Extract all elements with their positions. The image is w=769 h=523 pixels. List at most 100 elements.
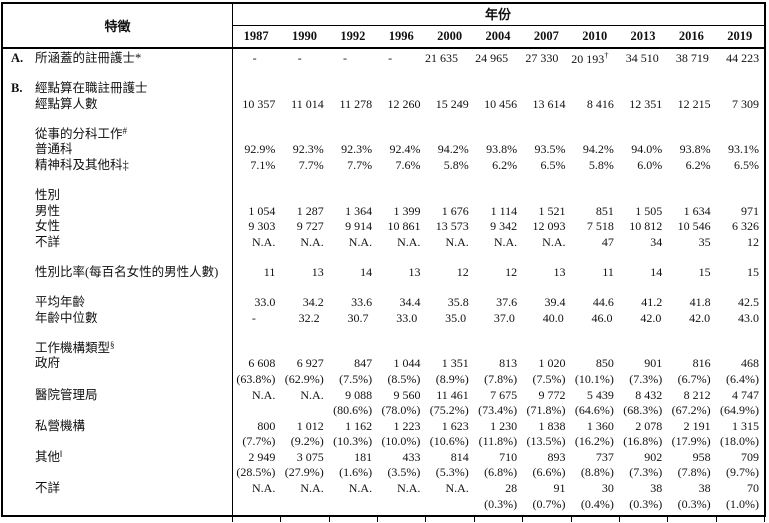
value-cell [571, 127, 619, 143]
row-label: 男性 [3, 204, 232, 220]
value-cell: 33.0 [254, 295, 276, 310]
value-cell [522, 341, 570, 357]
value-cell: 9 772 (71.8%) [522, 388, 570, 419]
value-line: 181 [354, 449, 373, 464]
percent-line: (0.3%) [629, 496, 663, 511]
percent-line: (8.5%) [387, 371, 421, 386]
value-cell: 34.4 [399, 295, 421, 310]
value-cell [232, 188, 280, 204]
value-cell: 6.5% [540, 157, 566, 172]
value-line: 38 [698, 481, 711, 496]
value-line: 1 230 [490, 418, 518, 433]
value-cell: 816 (6.7%) [667, 356, 715, 387]
value-cell: 737 (8.8%) [571, 450, 619, 481]
value-cell: 1 634 [683, 203, 711, 218]
value-cell: N.A. [280, 388, 328, 419]
value-cell: 33.6 [351, 295, 373, 310]
value-cell: 35 [698, 234, 711, 249]
value-cell: 7.1% [250, 157, 276, 172]
value-cell: 468 (6.4%) [716, 356, 764, 387]
value-line: 902 [644, 449, 663, 464]
value-cell: N.A. [377, 481, 425, 512]
value-cell: N.A. [280, 481, 328, 512]
row-label-text: 性別 [35, 188, 61, 203]
value-line: 4 747 [731, 387, 759, 402]
percent-line: (28.5%) [236, 465, 276, 480]
value-cell [425, 127, 473, 143]
table-row: 工作機構類型 § [3, 340, 764, 357]
value-line: 8 212 [683, 387, 711, 402]
value-line: N.A. [445, 481, 469, 496]
value-cell: 11 461 (75.2%) [425, 388, 473, 419]
value-cell: 6.2% [685, 157, 711, 172]
value-cell: 47 [601, 234, 614, 249]
row-values: 11 13 14 13 12 12 13 11 14 15 15 [232, 265, 764, 281]
percent-line: (10.6%) [429, 434, 469, 449]
value-cell: 94.2% [582, 142, 614, 157]
value-line: 468 [740, 356, 759, 371]
table-row: 性別 [3, 188, 764, 204]
value-cell: 94.2% [437, 142, 469, 157]
value-cell [619, 341, 667, 357]
percent-line: (7.3%) [629, 371, 663, 386]
year-header-cell: 2010 [582, 29, 608, 43]
value-line: 958 [692, 449, 711, 464]
percent-line: (11.8%) [478, 434, 518, 449]
percent-line: (7.3%) [629, 465, 663, 480]
value-cell: 5.8% [443, 157, 469, 172]
column-tick [232, 517, 233, 523]
value-cell: - [388, 51, 393, 65]
value-cell: 1 114 [490, 203, 518, 218]
percent-line: (8.8%) [580, 465, 614, 480]
value-cell: N.A. [425, 481, 473, 512]
row-label: 年齡中位數 [3, 311, 232, 327]
row-label-text: 所涵蓋的註冊護士* [35, 51, 142, 65]
value-cell [377, 127, 425, 143]
value-cell: 10 861 [387, 219, 421, 234]
value-cell: N.A. [232, 481, 280, 512]
value-cell: 6.0% [637, 157, 663, 172]
percent-line: (63.8%) [236, 371, 276, 386]
spacer-row [3, 67, 764, 82]
row-values: N.A. N.A. N.A. N.A. N.A. 28 (0.3%) 91 (0.7%) 30 (0… [232, 481, 764, 512]
year-header-cell: 2000 [437, 29, 463, 43]
row-values: 9 303 9 727 9 914 10 861 13 573 9 342 12 093 7 … [232, 219, 764, 235]
table-row: A. 所涵蓋的註冊護士* - - - - 21 635 24 965 27 330 20 193†… [3, 51, 764, 67]
spacer-row [3, 326, 764, 341]
value-cell: 1 351 (8.9%) [425, 356, 473, 387]
value-cell: 91 (0.7%) [522, 481, 570, 512]
percent-line: (10.0%) [381, 434, 421, 449]
value-line: N.A. [397, 481, 421, 496]
value-cell: 15 249 [435, 96, 469, 111]
column-tick [522, 517, 524, 523]
row-label: 性別 [3, 188, 232, 204]
row-label: 醫院管理局 [3, 388, 232, 419]
value-cell: 28 (0.3%) [474, 481, 522, 512]
value-cell [474, 341, 522, 357]
percent-line: (78.0%) [381, 403, 421, 418]
row-values [232, 81, 764, 97]
footnote-mark: ‖ [60, 448, 63, 459]
percent-line [280, 497, 323, 513]
value-cell: 1 399 [393, 203, 421, 218]
value-cell: 433 (3.5%) [377, 450, 425, 481]
value-cell: 1 315 (18.0%) [716, 419, 764, 450]
column-tick [425, 517, 427, 523]
percent-line: (16.8%) [623, 434, 663, 449]
value-cell [425, 188, 473, 204]
row-label: 經點算人數 [3, 97, 232, 113]
value-cell [329, 81, 377, 97]
value-cell: 7.7% [347, 157, 373, 172]
value-cell: 5 439 (64.6%) [571, 388, 619, 419]
value-line: 1 360 [586, 418, 614, 433]
value-cell [425, 341, 473, 357]
value-cell: 800 (7.7%) [232, 419, 280, 450]
value-cell: N.A. [232, 388, 280, 419]
column-tick [570, 517, 572, 523]
value-cell: 850 (10.1%) [571, 356, 619, 387]
value-cell [667, 81, 715, 97]
percent-line [232, 403, 275, 419]
value-cell: N.A. [329, 481, 377, 512]
value-line: N.A. [300, 481, 324, 496]
